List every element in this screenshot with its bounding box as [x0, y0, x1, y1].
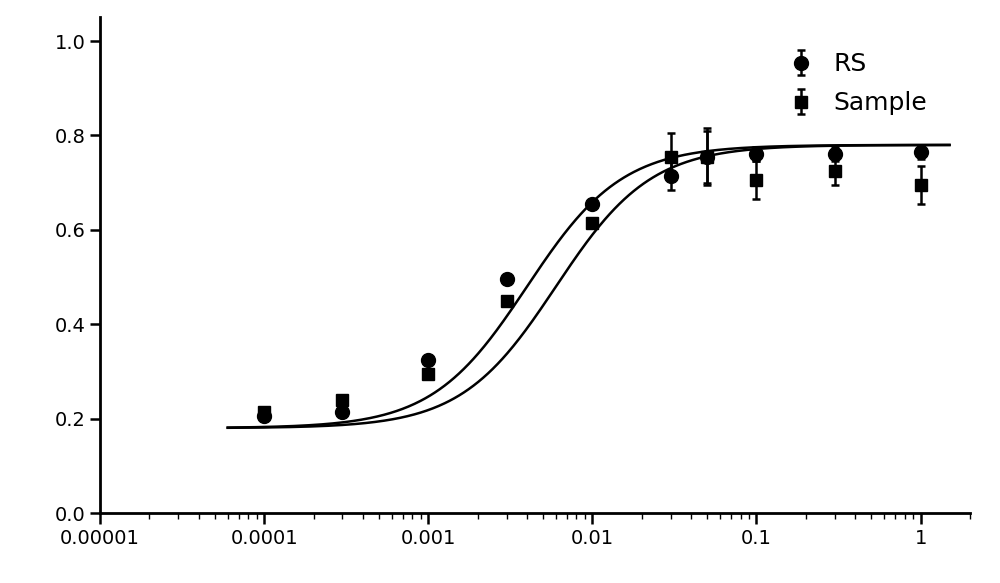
Legend: RS, Sample: RS, Sample [776, 40, 940, 128]
